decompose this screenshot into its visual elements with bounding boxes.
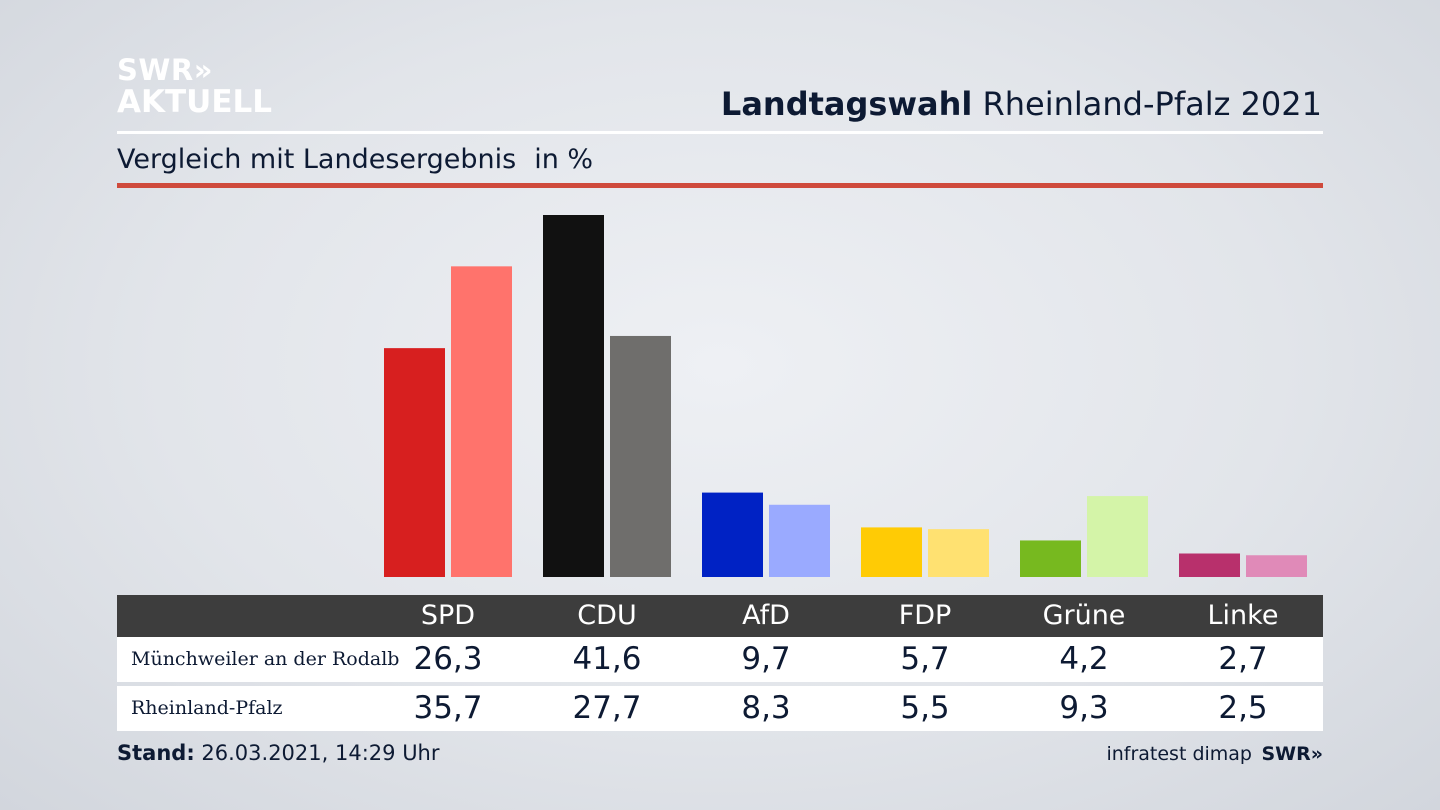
- stand-value: 26.03.2021, 14:29 Uhr: [201, 741, 440, 765]
- cell-value: 4,2: [1059, 641, 1109, 677]
- bar-linke-local: [1179, 553, 1240, 577]
- timestamp: Stand: 26.03.2021, 14:29 Uhr: [117, 738, 440, 768]
- header-gruene: Grüne: [1042, 600, 1126, 631]
- title-bold: Landtagswahl: [720, 85, 973, 123]
- bar-spd-state: [451, 266, 512, 577]
- logo-line-1: SWR»: [117, 53, 213, 87]
- cell-value: 41,6: [572, 641, 642, 677]
- page-title: Landtagswahl Rheinland-Pfalz 2021: [721, 84, 1322, 124]
- table-header: SPD CDU AfD FDP Grüne Linke: [117, 595, 1323, 637]
- cell-value: 9,7: [741, 641, 791, 677]
- source-credit: infratest dimap: [1106, 743, 1252, 765]
- cell-value: 26,3: [413, 641, 483, 677]
- swr-aktuell-logo: SWR» AKTUELL: [117, 54, 272, 118]
- header-spd: SPD: [420, 600, 476, 631]
- row-label: Rheinland-Pfalz: [131, 697, 283, 719]
- swr-brand-logo: SWR»: [1261, 743, 1323, 765]
- cell-value: 5,5: [900, 690, 950, 726]
- bar-spd-local: [384, 348, 445, 577]
- subtitle-text: Vergleich mit Landesergebnis: [117, 144, 517, 175]
- table-row: Rheinland-Pfalz 35,7 27,7 8,3 5,5 9,3 2,…: [117, 686, 1323, 731]
- cell-value: 35,7: [413, 690, 483, 726]
- header-divider: [117, 131, 1323, 134]
- cell-value: 27,7: [572, 690, 642, 726]
- cell-value: 2,7: [1218, 641, 1268, 677]
- cell-value: 5,7: [900, 641, 950, 677]
- stand-label: Stand:: [117, 741, 195, 765]
- logo-line-2: AKTUELL: [117, 84, 273, 120]
- header-afd: AfD: [742, 600, 790, 631]
- bar-fdp-local: [861, 527, 922, 577]
- bar-gruene-state: [1087, 496, 1148, 577]
- accent-divider: [117, 183, 1323, 188]
- bar-linke-state: [1246, 555, 1307, 577]
- bar-gruene-local: [1020, 540, 1081, 577]
- table-row: Münchweiler an der Rodalb 26,3 41,6 9,7 …: [117, 637, 1323, 682]
- cell-value: 9,3: [1059, 690, 1109, 726]
- title-rest: Rheinland-Pfalz 2021: [982, 85, 1322, 123]
- header-fdp: FDP: [898, 600, 952, 631]
- chart-subtitle: Vergleich mit Landesergebnis in %: [117, 141, 593, 179]
- header-linke: Linke: [1207, 600, 1279, 631]
- cell-value: 8,3: [741, 690, 791, 726]
- unit-label: in %: [534, 144, 594, 175]
- header-cdu: CDU: [577, 600, 637, 631]
- bar-cdu-local: [543, 215, 604, 577]
- row-label: Münchweiler an der Rodalb: [131, 648, 400, 670]
- cell-value: 2,5: [1218, 690, 1268, 726]
- bar-cdu-state: [610, 335, 671, 577]
- bar-fdp-state: [928, 529, 989, 577]
- bar-afd-local: [702, 492, 763, 577]
- bar-afd-state: [769, 504, 830, 577]
- bar-chart: [384, 215, 1307, 577]
